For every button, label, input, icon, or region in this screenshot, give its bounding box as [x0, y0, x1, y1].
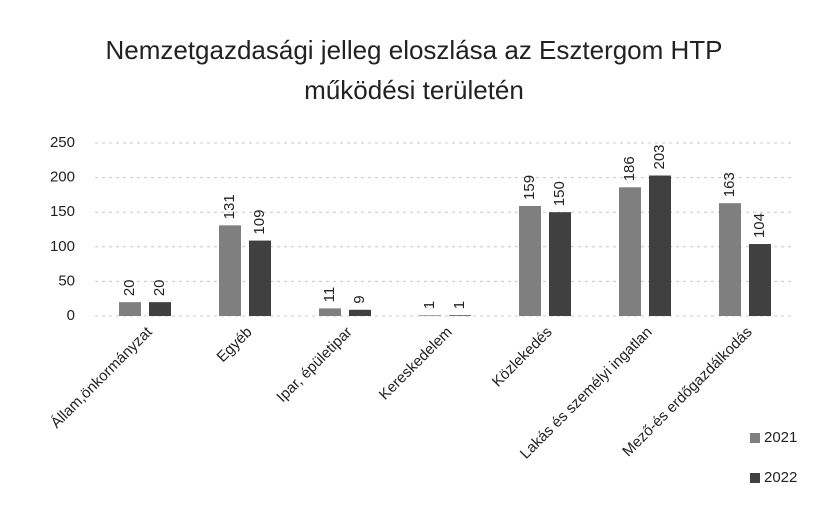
- value-label: 11: [321, 287, 338, 303]
- bar: [419, 315, 441, 316]
- value-label: 1: [421, 301, 438, 309]
- value-label: 186: [621, 156, 638, 181]
- y-tick-label: 250: [50, 134, 75, 151]
- bar: [119, 302, 141, 316]
- bar: [649, 175, 671, 316]
- y-tick-label: 100: [50, 238, 75, 255]
- bar: [349, 309, 371, 316]
- bar: [249, 240, 271, 316]
- value-label: 20: [151, 279, 168, 296]
- value-label: 20: [121, 279, 138, 296]
- y-tick-label: 0: [67, 307, 75, 324]
- bar: [149, 302, 171, 316]
- x-tick-label: Ipar, épületipar: [273, 324, 355, 406]
- y-tick-label: 150: [50, 203, 75, 220]
- value-label: 150: [551, 181, 568, 206]
- legend-label: 2022: [764, 469, 797, 486]
- value-label: 104: [751, 213, 768, 238]
- x-tick-label: Kereskedelem: [376, 324, 456, 404]
- y-tick-label: 50: [58, 272, 75, 289]
- bar: [549, 212, 571, 316]
- x-tick-label: Állam,önkormányzat: [48, 323, 157, 432]
- bar: [449, 315, 471, 316]
- value-label: 203: [651, 144, 668, 169]
- chart-title: Nemzetgazdasági jelleg eloszlása az Eszt…: [105, 35, 723, 105]
- legend-swatch: [750, 473, 760, 483]
- bar: [749, 244, 771, 316]
- value-label: 163: [721, 172, 738, 197]
- y-tick-label: 200: [50, 169, 75, 186]
- value-label: 131: [221, 194, 238, 219]
- legend-label: 2021: [764, 429, 797, 446]
- bar: [319, 308, 341, 316]
- legend-swatch: [750, 433, 760, 443]
- bar: [619, 187, 641, 316]
- bar: [219, 225, 241, 316]
- value-label: 9: [351, 295, 368, 303]
- bar: [519, 205, 541, 316]
- x-tick-label: Egyéb: [214, 324, 256, 366]
- value-label: 159: [521, 175, 538, 200]
- value-label: 1: [451, 301, 468, 309]
- value-label: 109: [251, 210, 268, 235]
- bar: [719, 203, 741, 316]
- x-tick-label: Közlekedés: [489, 324, 556, 391]
